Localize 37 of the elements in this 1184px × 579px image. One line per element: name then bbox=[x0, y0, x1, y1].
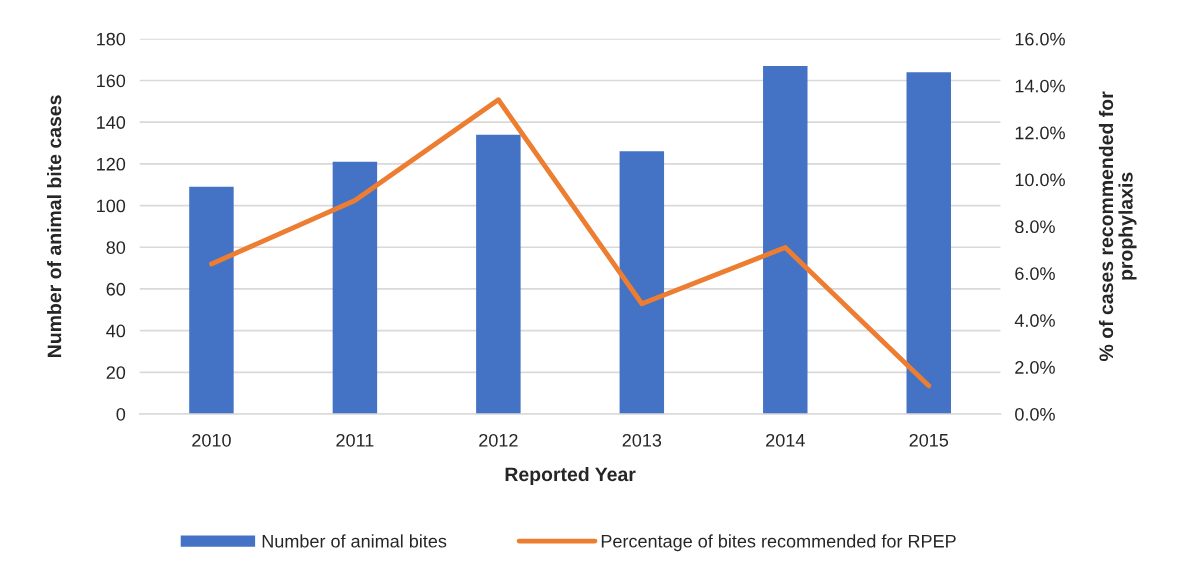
y-axis-title: Number of animal bite cases bbox=[47, 95, 62, 357]
x-tick-label: 2012 bbox=[479, 433, 518, 447]
y-tick-label: 40 bbox=[106, 324, 126, 338]
y-tick-label: 140 bbox=[97, 116, 126, 129]
y2-tick-label: 0.0% bbox=[1015, 407, 1055, 421]
x-tick-label: 2015 bbox=[909, 433, 949, 447]
y-tick-label: 0 bbox=[116, 407, 126, 421]
y-tick-label: 160 bbox=[97, 74, 126, 88]
x-tick-label: 2013 bbox=[622, 433, 662, 447]
y2-tick-label: 8.0% bbox=[1015, 220, 1055, 234]
x-tick-label: 2011 bbox=[336, 433, 374, 447]
y2-tick-label: 16.0% bbox=[1015, 32, 1065, 46]
bar bbox=[189, 186, 234, 414]
bar bbox=[332, 161, 378, 414]
y2-tick-label: 2.0% bbox=[1015, 361, 1055, 374]
y-tick-label: 120 bbox=[97, 157, 126, 171]
y2-tick-label: 14.0% bbox=[1015, 79, 1065, 93]
line-series bbox=[209, 97, 932, 389]
x-tick-label: 2014 bbox=[766, 433, 805, 447]
y-tick-label: 180 bbox=[97, 32, 126, 46]
x-axis-title: Reported Year bbox=[505, 466, 636, 486]
legend-label: Number of animal bites bbox=[262, 534, 447, 548]
y-tick-label: 100 bbox=[97, 199, 126, 213]
y-tick-label: 80 bbox=[106, 241, 126, 254]
bar bbox=[906, 72, 951, 414]
y2-tick-label: 6.0% bbox=[1015, 267, 1055, 281]
bar bbox=[763, 65, 808, 414]
y2-axis-title: % of cases recommended for prophylaxis bbox=[1098, 91, 1137, 361]
x-tick-label: 2010 bbox=[192, 433, 231, 447]
y2-tick-label: 12.0% bbox=[1015, 126, 1065, 140]
legend-label: Percentage of bites recommended for RPEP bbox=[601, 534, 956, 552]
y2-tick-label: 10.0% bbox=[1015, 173, 1065, 187]
bar bbox=[476, 134, 521, 414]
y-tick-label: 20 bbox=[106, 366, 126, 380]
bar bbox=[619, 151, 665, 414]
y-tick-label: 60 bbox=[106, 282, 126, 296]
y2-tick-label: 4.0% bbox=[1014, 314, 1055, 327]
